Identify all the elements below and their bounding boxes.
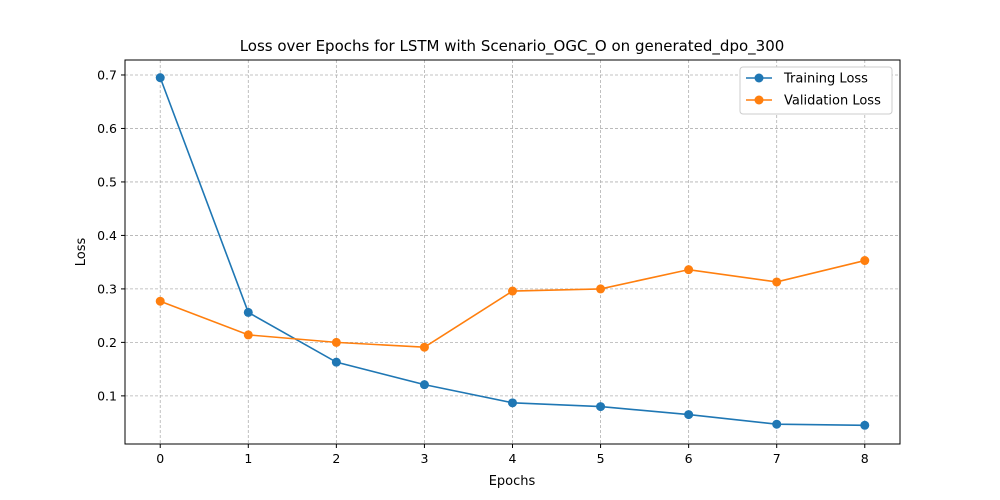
data-point bbox=[772, 277, 782, 287]
x-tick-label: 3 bbox=[420, 451, 428, 466]
chart-title: Loss over Epochs for LSTM with Scenario_… bbox=[240, 37, 785, 56]
x-axis-ticks: 0 1 2 3 4 5 6 7 8 bbox=[156, 444, 869, 466]
data-point bbox=[684, 265, 694, 275]
y-axis-label: Loss bbox=[74, 238, 89, 267]
data-point bbox=[772, 419, 782, 429]
x-tick-label: 6 bbox=[685, 451, 693, 466]
x-tick-label: 4 bbox=[509, 451, 517, 466]
data-point bbox=[243, 307, 253, 317]
y-tick-label: 0.5 bbox=[97, 174, 117, 189]
series-training-loss bbox=[155, 73, 870, 430]
plot-frame bbox=[124, 59, 901, 445]
legend-label: Validation Loss bbox=[784, 94, 881, 109]
data-point bbox=[419, 342, 429, 352]
x-axis-label: Epochs bbox=[489, 474, 536, 489]
x-tick-label: 2 bbox=[332, 451, 340, 466]
y-tick-label: 0.6 bbox=[97, 121, 117, 136]
data-point bbox=[860, 256, 870, 266]
data-point bbox=[331, 337, 341, 347]
series-validation-loss bbox=[155, 256, 870, 352]
y-tick-label: 0.4 bbox=[97, 228, 117, 243]
x-tick-label: 8 bbox=[861, 451, 869, 466]
x-tick-label: 0 bbox=[156, 451, 164, 466]
data-point bbox=[155, 296, 165, 306]
series-line bbox=[159, 259, 865, 349]
legend-entry: Training Loss bbox=[746, 72, 868, 87]
x-tick-label: 7 bbox=[773, 451, 781, 466]
data-point bbox=[596, 284, 606, 294]
data-point bbox=[684, 410, 694, 420]
x-tick-label: 5 bbox=[597, 451, 605, 466]
data-point bbox=[596, 402, 606, 412]
series-layer bbox=[155, 73, 870, 430]
legend: Training Loss Validation Loss bbox=[739, 66, 893, 115]
y-tick-label: 0.1 bbox=[97, 388, 117, 403]
grid bbox=[125, 60, 900, 444]
data-point bbox=[508, 398, 517, 408]
y-tick-label: 0.2 bbox=[97, 335, 117, 350]
x-tick-label: 1 bbox=[244, 451, 252, 466]
y-tick-label: 0.7 bbox=[97, 67, 117, 82]
data-point bbox=[331, 357, 341, 367]
data-point bbox=[243, 330, 253, 340]
data-point bbox=[155, 73, 165, 83]
data-point bbox=[860, 420, 870, 430]
legend-marker bbox=[754, 73, 764, 83]
legend-entry: Validation Loss bbox=[746, 94, 881, 109]
y-tick-label: 0.3 bbox=[97, 281, 117, 296]
data-point bbox=[508, 286, 517, 296]
legend-label: Training Loss bbox=[783, 72, 868, 87]
legend-marker bbox=[754, 95, 764, 105]
y-axis-ticks: 0.1 0.2 0.3 0.4 0.5 0.6 0.7 bbox=[97, 67, 125, 403]
data-point bbox=[419, 380, 429, 390]
legend-box bbox=[739, 66, 893, 115]
